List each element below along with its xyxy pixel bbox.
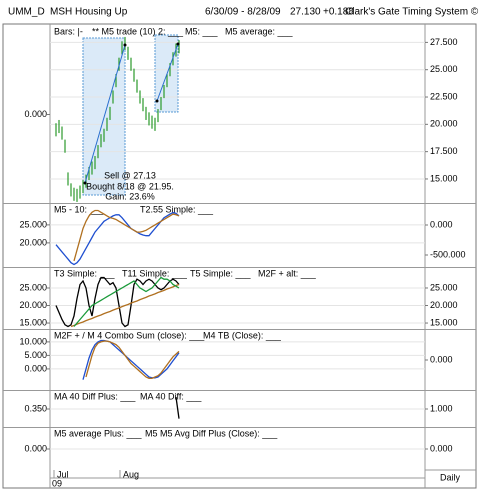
right-tick-label: 27.500 xyxy=(430,37,458,47)
right-tick-label: -500.000 xyxy=(430,249,466,259)
legend-entry: Bars: |- xyxy=(54,26,83,36)
period: Daily xyxy=(440,472,461,482)
annotation: Sell @ 27.13 xyxy=(104,170,156,180)
left-tick-label: 5.000 xyxy=(24,350,47,360)
right-tick-label: 25.000 xyxy=(430,282,458,292)
left-tick-label: 0.000 xyxy=(24,363,47,373)
legend-entry: M5 - 10: ___ xyxy=(54,204,106,214)
legend-entry: T11 Simple: ___ xyxy=(122,268,188,278)
trade-line xyxy=(156,43,179,102)
month-label: Aug xyxy=(123,469,139,479)
annotation: Bought 8/18 @ 21.95. xyxy=(86,181,174,191)
series-line xyxy=(175,396,180,419)
series-line xyxy=(55,276,180,328)
legend-entry: M5 average: ___ xyxy=(225,26,294,36)
trade-lines xyxy=(83,42,180,185)
symbol: UMM_D xyxy=(8,7,45,18)
month-label: Jul xyxy=(57,469,69,479)
legend-entry: M5 M5 Avg Diff Plus (Close): ___ xyxy=(145,428,278,438)
left-tick-label: 20.000 xyxy=(19,300,47,310)
series-line xyxy=(73,276,180,327)
year-label: 09 xyxy=(52,478,62,488)
series-line xyxy=(82,339,180,380)
left-tick-label: 10.000 xyxy=(19,336,47,346)
frame xyxy=(2,23,477,489)
left-tick-label: 0.000 xyxy=(24,109,47,119)
legend-entry: M5 average Plus: ___ xyxy=(54,428,143,438)
legend-entry: M2F + / M 4 Combo Sum (close): ___ xyxy=(54,330,205,340)
right-tick-label: 15.000 xyxy=(430,317,458,327)
annotation: Gain: 23.6% xyxy=(105,191,155,201)
legend-entry: T3 Simple: ___ xyxy=(54,268,116,278)
trade-point xyxy=(83,181,87,185)
series-line xyxy=(70,283,180,328)
trade-point xyxy=(176,42,180,46)
date-range: 6/30/09 - 8/28/09 xyxy=(205,7,281,18)
legend-entry: MA 40 Diff: ___ xyxy=(140,391,202,401)
legend-entry: M5: ___ xyxy=(185,26,219,36)
legend-entry: M4 TB (Close): ___ xyxy=(203,330,282,340)
left-tick-label: 0.350 xyxy=(24,403,47,413)
right-tick-label: 17.500 xyxy=(430,146,458,156)
right-tick-label: 0.000 xyxy=(430,443,453,453)
right-tick-label: 20.000 xyxy=(430,300,458,310)
trade-line xyxy=(84,44,126,184)
series-line xyxy=(85,340,180,380)
trade-zone xyxy=(154,34,179,113)
right-tick-label: 20.000 xyxy=(430,119,458,129)
left-tick-label: 25.000 xyxy=(19,282,47,292)
series-line xyxy=(55,211,180,266)
legend-entry: MA 40 Diff Plus: ___ xyxy=(54,391,136,401)
right-tick-label: 0.000 xyxy=(430,219,453,229)
left-tick-label: 20.000 xyxy=(19,237,47,247)
right-tick-label: 15.000 xyxy=(430,173,458,183)
right-tick-label: 0.000 xyxy=(430,354,453,364)
trade-point xyxy=(155,99,159,103)
right-tick-label: 25.000 xyxy=(430,64,458,74)
left-tick-label: 15.000 xyxy=(19,317,47,327)
last-price: 27.130 xyxy=(290,7,321,18)
left-tick-label: 25.000 xyxy=(19,219,47,229)
chart-title: MSH Housing Up xyxy=(50,7,128,18)
left-tick-label: 0.000 xyxy=(24,443,47,453)
system-name: Clark's Gate Timing System © xyxy=(345,7,479,18)
plots: 27.500 25.000 22.500 20.000 17.500 15.000 0.00… xyxy=(3,26,476,453)
legend-entry: T2.55 Simple: ___ xyxy=(140,204,214,214)
legend-entry: M2F + alt: ___ xyxy=(258,268,317,278)
right-tick-label: 1.000 xyxy=(430,403,453,413)
legend-entry: ** M5 trade (10) 2: ___ xyxy=(92,26,184,36)
legend-entry: T5 Simple: ___ xyxy=(190,268,252,278)
trade-point xyxy=(123,43,127,47)
price-change: +0.188 xyxy=(323,7,354,18)
right-tick-label: 22.500 xyxy=(430,91,458,101)
series-line xyxy=(73,209,180,262)
